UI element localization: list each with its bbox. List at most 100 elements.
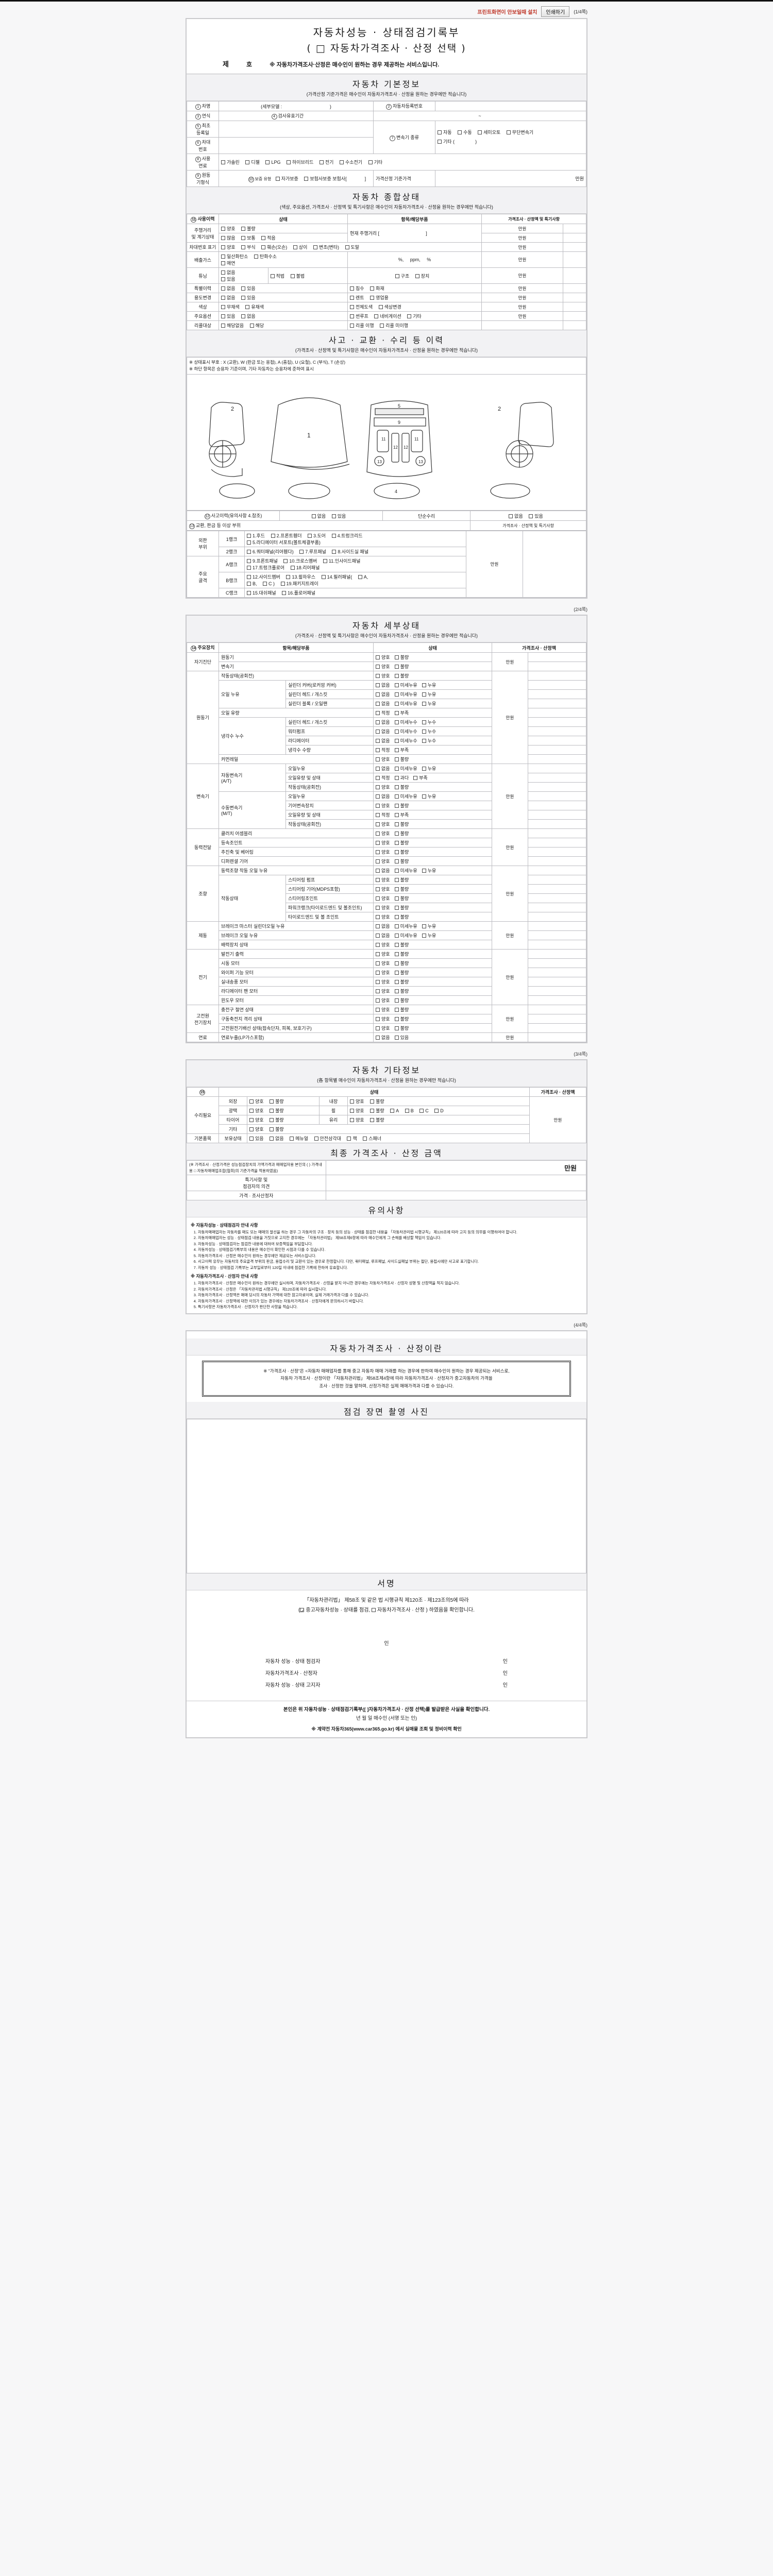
- option-과다[interactable]: 과다: [394, 774, 409, 781]
- option-none[interactable]: 없음: [270, 1135, 284, 1142]
- checkbox-icon[interactable]: [221, 296, 225, 300]
- checkbox-icon[interactable]: [376, 785, 380, 790]
- row-note[interactable]: [528, 652, 586, 663]
- checkbox-icon[interactable]: [394, 674, 399, 679]
- checkbox-icon[interactable]: [241, 286, 246, 291]
- checkbox-icon[interactable]: [350, 296, 354, 300]
- option-altered[interactable]: 변조(변타): [313, 244, 339, 250]
- option-rear-panel[interactable]: 18.리어패널: [290, 564, 320, 571]
- option-applicable[interactable]: 해당: [249, 322, 264, 329]
- checkbox-icon[interactable]: [241, 296, 246, 300]
- option-양호[interactable]: 양호: [376, 821, 390, 827]
- checkbox-icon[interactable]: [275, 176, 280, 181]
- row-note[interactable]: [528, 856, 586, 867]
- option-양호[interactable]: 양호: [376, 997, 390, 1004]
- option-불량[interactable]: 불량: [394, 941, 409, 948]
- checkbox-icon[interactable]: [376, 878, 380, 883]
- option-양호[interactable]: 양호: [376, 784, 390, 790]
- row-note[interactable]: [528, 1032, 586, 1043]
- parts-amount[interactable]: 만원: [466, 531, 523, 598]
- option-미세누유[interactable]: 미세누유: [394, 793, 417, 800]
- checkbox-icon[interactable]: [394, 739, 399, 743]
- option-exists[interactable]: 있음: [241, 294, 256, 301]
- section-amount[interactable]: 만원: [492, 652, 528, 672]
- row-note[interactable]: [528, 847, 586, 857]
- checkbox-icon[interactable]: [368, 160, 373, 164]
- section-amount[interactable]: 만원: [492, 921, 528, 950]
- checkbox-icon[interactable]: [394, 850, 399, 855]
- checkbox-icon[interactable]: [290, 566, 295, 570]
- option-불량[interactable]: 불량: [394, 839, 409, 846]
- option-pillar-panel[interactable]: 14.필러패널(: [321, 573, 352, 580]
- row-vin-mark-note[interactable]: [563, 242, 586, 252]
- option-exists[interactable]: 있음: [249, 1135, 264, 1142]
- checkbox-icon[interactable]: [394, 896, 399, 901]
- checkbox-icon[interactable]: [249, 1099, 254, 1104]
- cell-reg-no-value[interactable]: [435, 101, 586, 111]
- checkbox-icon[interactable]: [247, 540, 251, 545]
- row-usechange-state[interactable]: 없음 있음: [219, 293, 348, 302]
- row-note[interactable]: [528, 699, 586, 709]
- checkbox-icon[interactable]: [394, 841, 399, 845]
- option-good[interactable]: 양호: [350, 1116, 364, 1123]
- checkbox-icon[interactable]: [376, 1036, 380, 1040]
- checkbox-icon[interactable]: [376, 1026, 380, 1031]
- option-front-fender[interactable]: 2.프론트휀더: [271, 532, 302, 539]
- cell-simple-repair-options[interactable]: 없음 있음: [470, 511, 586, 521]
- option-양호[interactable]: 양호: [376, 951, 390, 957]
- row-note[interactable]: [528, 680, 586, 690]
- checkbox-icon[interactable]: [363, 1137, 367, 1141]
- option-부족[interactable]: 부족: [413, 774, 428, 781]
- row-note[interactable]: [528, 949, 586, 959]
- checkbox-icon[interactable]: [247, 566, 251, 570]
- row-note[interactable]: [528, 940, 586, 950]
- option-gasoline[interactable]: 가솔린: [221, 159, 240, 165]
- option-누수[interactable]: 누수: [422, 728, 436, 735]
- checkbox-icon[interactable]: [376, 655, 380, 660]
- row-mileage-state-2[interactable]: 많음 보통 적음: [219, 233, 348, 243]
- row-note[interactable]: [528, 801, 586, 811]
- option-illegal[interactable]: 불법: [290, 273, 305, 279]
- option-없음[interactable]: 없음: [376, 1034, 390, 1041]
- row-note[interactable]: [528, 754, 586, 765]
- option-양호[interactable]: 양호: [376, 1015, 390, 1022]
- option-commercial[interactable]: 영업용: [370, 294, 389, 301]
- row-note[interactable]: [528, 764, 586, 774]
- role-seal[interactable]: 인: [502, 1670, 508, 1676]
- checkbox-icon[interactable]: [350, 286, 354, 291]
- checkbox-icon[interactable]: [506, 130, 511, 135]
- option-none[interactable]: 없음: [221, 285, 236, 292]
- option-floor-panel[interactable]: 16.플로어패널: [282, 589, 315, 596]
- option-cvt[interactable]: 무단변속기: [506, 128, 533, 137]
- checkbox-icon[interactable]: [394, 915, 399, 920]
- rank-c-items[interactable]: 15.대쉬패널 16.플로어패널: [244, 588, 466, 598]
- row-color-item[interactable]: 전체도색 색상변경: [347, 302, 482, 312]
- row-options-state[interactable]: 있음 없음: [219, 311, 348, 321]
- state-options[interactable]: 없음 미세누수 누수: [373, 736, 492, 746]
- checkbox-icon[interactable]: [249, 1137, 254, 1141]
- checkbox-icon[interactable]: [529, 514, 533, 518]
- checkbox-icon[interactable]: [419, 1109, 424, 1113]
- cell-engine-type-value[interactable]: 10 보증 유형 자가보증 보험사보증 보험사[]: [219, 170, 374, 187]
- row-note[interactable]: [528, 884, 586, 894]
- state-options[interactable]: 없음 미세누유 누유: [373, 866, 492, 876]
- checkbox-icon[interactable]: [376, 924, 380, 929]
- row-note[interactable]: [528, 828, 586, 839]
- checkbox-icon[interactable]: [458, 130, 462, 135]
- option-양호[interactable]: 양호: [376, 663, 390, 670]
- row-note[interactable]: [528, 893, 586, 904]
- checkbox-icon[interactable]: [221, 255, 225, 259]
- row-options-note[interactable]: [563, 311, 586, 321]
- section-amount[interactable]: 만원: [492, 949, 528, 1006]
- option-없음[interactable]: 없음: [376, 737, 390, 744]
- option-미세누유[interactable]: 미세누유: [394, 682, 417, 688]
- option-없음[interactable]: 없음: [376, 719, 390, 725]
- checkbox-icon[interactable]: [350, 1109, 354, 1113]
- tuning-legality[interactable]: 적법 불법: [268, 268, 347, 283]
- checkbox-icon[interactable]: [241, 245, 246, 249]
- option-양호[interactable]: 양호: [376, 756, 390, 762]
- row-mileage-note-2[interactable]: [563, 233, 586, 243]
- option-양호[interactable]: 양호: [376, 960, 390, 967]
- checkbox-icon[interactable]: [254, 255, 258, 259]
- checkbox-icon[interactable]: [270, 274, 275, 278]
